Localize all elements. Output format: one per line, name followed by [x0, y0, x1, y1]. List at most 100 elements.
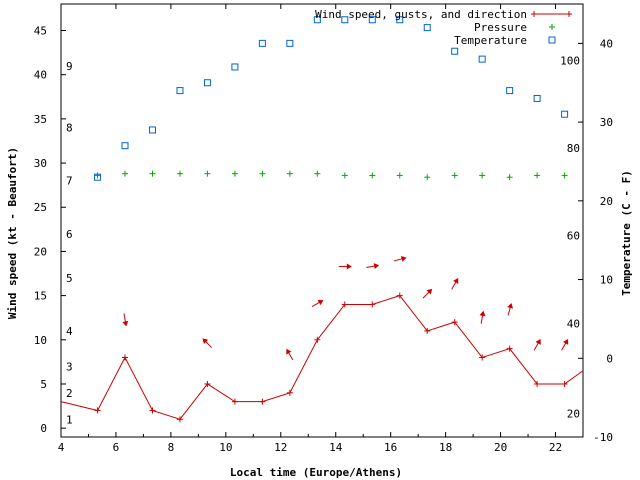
wind-direction-arrow	[561, 339, 569, 351]
series-layer	[60, 16, 584, 423]
x-tick-label: 22	[549, 441, 562, 454]
beaufort-label: 5	[66, 272, 73, 285]
pressure-point	[176, 170, 183, 177]
wind-arrow-head	[400, 255, 407, 262]
fahrenheit-label: 60	[567, 229, 580, 242]
fahrenheit-label: 100	[560, 55, 580, 68]
temperature-point	[478, 55, 486, 63]
beaufort-label: 3	[66, 360, 73, 373]
wind-direction-arrow	[311, 299, 324, 307]
wind-arrow-head	[562, 339, 569, 345]
fahrenheit-label: 40	[567, 318, 580, 331]
wind-speed-point	[341, 301, 348, 308]
beaufort-label: 9	[66, 60, 73, 73]
pressure-point	[259, 170, 266, 177]
pressure-point	[286, 170, 293, 177]
x-tick-label: 14	[329, 441, 343, 454]
legend-marker	[549, 24, 555, 30]
pressure-point	[341, 172, 348, 179]
y-tick-label: 20	[34, 245, 47, 258]
y-tick-label: 25	[34, 201, 47, 214]
y-tick-label: 0	[40, 422, 47, 435]
pressure-point	[451, 172, 458, 179]
wind-speed-point	[122, 354, 129, 361]
wind-direction-arrow	[202, 338, 213, 348]
wind-direction-arrow	[366, 263, 380, 270]
x-tick-label: 18	[439, 441, 452, 454]
wind-speed-point	[314, 336, 321, 343]
y-tick-label: 15	[34, 290, 47, 303]
wind-speed-point	[479, 354, 486, 361]
x-tick-label: 6	[113, 441, 120, 454]
wind-arrow-head	[535, 339, 541, 345]
beaufort-label: 1	[66, 413, 73, 426]
wind-arrow-head	[122, 320, 129, 327]
y-tick-label: 5	[40, 378, 47, 391]
wind-direction-layer	[122, 255, 569, 361]
wind-direction-arrow	[338, 263, 352, 270]
legend-marker-right	[566, 11, 572, 17]
temperature-point	[203, 79, 211, 87]
wind-direction-arrow	[507, 302, 514, 316]
plot-area: 4 6 8 10 12 14 16 18 20 2205101520253035404512345…	[34, 3, 613, 454]
wind-arrow-head	[426, 288, 433, 295]
plot-frame	[60, 3, 584, 438]
pressure-point	[204, 170, 211, 177]
temperature-point	[423, 24, 431, 32]
wind-arrow-head	[479, 310, 486, 317]
y2-tick-label: 10	[600, 274, 613, 287]
temperature-point	[368, 16, 376, 24]
beaufort-label: 8	[66, 122, 73, 135]
legend-marker-left	[531, 11, 537, 17]
fahrenheit-label: 20	[567, 407, 580, 420]
wind-speed-point	[259, 398, 266, 405]
x-tick-label: 12	[274, 441, 287, 454]
pressure-point	[231, 170, 238, 177]
wind-direction-arrow	[286, 348, 294, 361]
pressure-point	[369, 172, 376, 179]
wind-speed-point	[369, 301, 376, 308]
wind-arrow-head	[317, 299, 324, 306]
wind-arrow-head	[507, 302, 514, 309]
wind-speed-point	[204, 380, 211, 387]
temperature-point	[533, 94, 541, 102]
legend-label: Wind speed, gusts, and direction	[315, 8, 527, 21]
y-tick-label: 45	[34, 25, 47, 38]
temperature-point	[506, 87, 514, 95]
x-tick-label: 4	[58, 441, 65, 454]
legend: Wind speed, gusts, and directionPressure…	[315, 8, 572, 47]
y-tick-label: 10	[34, 334, 47, 347]
temperature-point	[451, 47, 459, 55]
pressure-point	[506, 174, 513, 181]
wind-arrow-head	[346, 263, 352, 270]
wind-speed-point	[94, 407, 101, 414]
temperature-point	[148, 126, 156, 134]
y2-tick-label: 20	[600, 195, 613, 208]
pressure-point	[314, 170, 321, 177]
y2-tick-label: -10	[593, 431, 613, 444]
pressure-point	[479, 172, 486, 179]
y2-tick-label: 0	[606, 352, 613, 365]
beaufort-label: 7	[66, 175, 73, 188]
y-tick-label: 30	[34, 157, 47, 170]
wind-speed-point	[451, 319, 458, 326]
beaufort-label: 2	[66, 387, 73, 400]
wind-speed-point	[424, 327, 431, 334]
wind-speed-point	[231, 398, 238, 405]
wind-speed-point	[149, 407, 156, 414]
temperature-point	[286, 39, 294, 47]
beaufort-label: 6	[66, 228, 73, 241]
wind-direction-arrow	[451, 278, 459, 290]
x-tick-label: 20	[494, 441, 507, 454]
pressure-point	[149, 170, 156, 177]
beaufort-label: 4	[66, 325, 73, 338]
x-axis-label: Local time (Europe/Athens)	[230, 466, 402, 479]
y-tick-label: 35	[34, 113, 47, 126]
pressure-point	[94, 172, 101, 179]
legend-label: Pressure	[474, 21, 527, 34]
wind-speed-line	[60, 295, 584, 420]
wind-speed-point	[396, 292, 403, 299]
wind-arrow-head	[286, 348, 292, 355]
wind-direction-arrow	[122, 313, 129, 327]
